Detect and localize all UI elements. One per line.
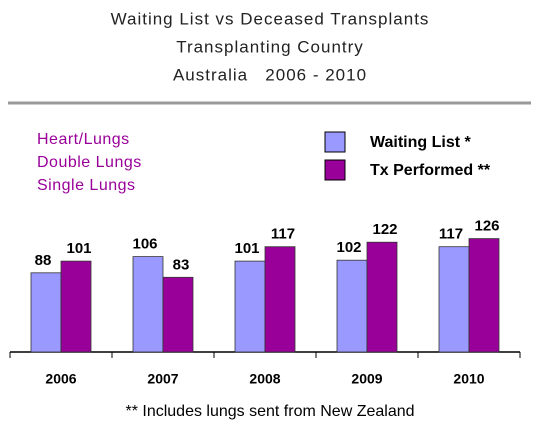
data-label: 126	[474, 218, 499, 235]
chart-title: Waiting List vs Deceased Transplants	[111, 9, 430, 28]
data-label: 117	[271, 226, 295, 243]
bar	[468, 238, 500, 353]
bar	[366, 241, 398, 353]
data-label: 106	[132, 236, 157, 253]
data-label: 83	[173, 256, 190, 273]
bar	[336, 259, 368, 353]
bar	[60, 260, 92, 353]
bar	[438, 246, 470, 353]
data-label: 101	[66, 240, 91, 257]
data-label: 117	[439, 226, 463, 243]
subtitle: Double Lungs	[37, 154, 142, 171]
subtitle: Heart/Lungs	[37, 131, 130, 148]
data-label: 102	[336, 239, 361, 256]
chart-title: Australia 2006 - 2010	[173, 65, 367, 84]
data-label: 88	[35, 252, 52, 269]
bar	[132, 256, 164, 353]
legend-swatch	[324, 159, 346, 181]
x-tick-label: 2007	[147, 371, 178, 387]
chart-title: Transplanting Country	[176, 37, 364, 56]
data-label: 101	[234, 240, 259, 257]
x-tick-label: 2010	[453, 371, 484, 387]
legend-label: Waiting List *	[370, 134, 472, 151]
x-tick-label: 2006	[45, 371, 76, 387]
x-tick-label: 2008	[249, 371, 280, 387]
bar	[162, 276, 194, 353]
legend-swatch	[324, 131, 346, 153]
footnote: ** Includes lungs sent from New Zealand	[125, 403, 414, 420]
x-tick-label: 2009	[351, 371, 382, 387]
subtitle: Single Lungs	[37, 177, 136, 194]
bar	[30, 272, 62, 353]
data-label: 122	[372, 221, 397, 238]
bar	[234, 260, 266, 353]
legend-label: Tx Performed **	[370, 162, 491, 179]
bar	[264, 246, 296, 353]
